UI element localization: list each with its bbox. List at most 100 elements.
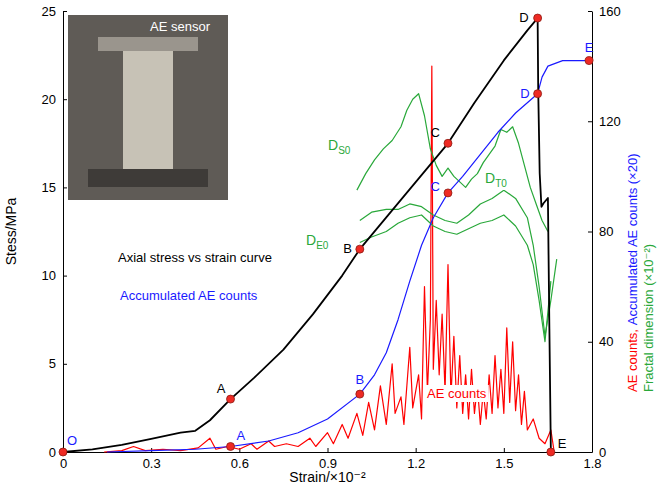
tick-label: 120 [599, 114, 621, 129]
tick: 1.2 [407, 448, 425, 471]
point-label: B [343, 241, 352, 256]
tick-mark [63, 276, 67, 277]
tick-mark [588, 232, 592, 233]
label-patch [425, 385, 489, 402]
tick: 20 [42, 92, 67, 107]
axis-line [64, 452, 593, 453]
tick-mark [588, 121, 592, 122]
tick-label: 0 [599, 445, 606, 460]
tick: 15 [42, 180, 67, 195]
tick-label: 0 [49, 445, 56, 460]
point-label: O [67, 433, 77, 448]
inset-base [88, 169, 208, 187]
series-label: DS0 [328, 137, 351, 156]
plot-area [59, 14, 593, 456]
point-label: D [520, 86, 529, 101]
inset-platen [98, 37, 198, 51]
series-line [107, 61, 592, 452]
series-line [360, 190, 557, 336]
series-label: DT0 [485, 170, 507, 189]
tick-label: 15 [42, 180, 56, 195]
key-point [227, 395, 235, 403]
tick-label: 0.3 [143, 456, 161, 471]
point-label: D [519, 10, 528, 25]
point-label: E [585, 40, 594, 55]
axis-line [63, 12, 64, 453]
tick: 120 [588, 114, 621, 129]
tick: 0 [588, 445, 606, 460]
tick-label: 1.5 [495, 456, 513, 471]
series-line [357, 94, 548, 232]
tick-mark [504, 448, 505, 452]
tick-label: 160 [599, 4, 621, 19]
y-axis-title: Stess/MPa [3, 197, 19, 265]
tick-mark [588, 11, 592, 12]
y2-axis-title: Fractal dimension (×10⁻²) [641, 244, 656, 392]
label-patch [326, 136, 353, 157]
point-label: C [431, 179, 440, 194]
key-point [227, 442, 235, 450]
label-patch [483, 169, 509, 190]
tick-mark [328, 448, 329, 452]
tick: 0.9 [319, 448, 337, 471]
key-point [585, 57, 593, 65]
tick-mark [416, 448, 417, 452]
label-patch [118, 287, 260, 304]
key-point [356, 390, 364, 398]
series-label: DE0 [306, 232, 329, 251]
tick-label: 1.2 [407, 456, 425, 471]
tick: 25 [42, 4, 67, 19]
series-label: AE counts [427, 386, 487, 401]
key-point [59, 448, 67, 456]
tick-mark [588, 342, 592, 343]
tick: 0.3 [143, 448, 161, 471]
tick-label: 40 [599, 334, 613, 349]
label-patch [116, 249, 274, 266]
tick-label: 0 [60, 456, 67, 471]
tick-mark [63, 364, 67, 365]
key-point [547, 448, 555, 456]
inset-specimen [123, 51, 173, 169]
key-point [444, 189, 452, 197]
tick-mark [63, 99, 67, 100]
tick: 0.6 [231, 448, 249, 471]
tick: 80 [588, 224, 613, 239]
point-label: E [558, 436, 567, 451]
tick-label: 5 [49, 356, 56, 371]
tick: 1.5 [495, 448, 513, 471]
key-point [444, 139, 452, 147]
y2-axis-title-part: Fractal dimension (×10⁻²) [641, 244, 656, 392]
label-patch [304, 231, 331, 252]
point-label: B [355, 372, 364, 387]
tick: 160 [588, 4, 621, 19]
point-label: C [431, 125, 440, 140]
y2-axis-title-part: AE counts, [625, 329, 640, 392]
y2-axis: 0 40 80 120 160 [588, 4, 621, 460]
tick-label: 20 [42, 92, 56, 107]
chart: AE sensor00.30.60.91.21.51.8051015202504… [0, 0, 668, 489]
series-line [360, 215, 551, 342]
tick-mark [588, 452, 592, 453]
inset-photo: AE sensor [68, 15, 228, 200]
tick: 0 [60, 448, 67, 471]
series-line [63, 18, 551, 452]
annotation: AE sensor [150, 19, 211, 34]
tick: 5 [49, 356, 67, 371]
tick-mark [63, 11, 67, 12]
series-label: Axial stress vs strain curve [118, 250, 272, 265]
y-axis: 0 5 10 15 20 25 [42, 4, 67, 460]
inset-background [68, 15, 228, 200]
x-axis-title: Strain/×10⁻² [289, 469, 366, 485]
axis-line [592, 12, 593, 453]
tick: 40 [588, 334, 613, 349]
labels: ABCDEOABCDEAxial stress vs strain curveA… [67, 10, 594, 451]
tick-label: 10 [42, 268, 56, 283]
tick-mark [63, 187, 67, 188]
series-label: Accumulated AE counts [120, 288, 258, 303]
tick-label: 80 [599, 224, 613, 239]
tick: 0 [49, 445, 67, 460]
key-point [534, 14, 542, 22]
tick-label: 0.6 [231, 456, 249, 471]
y2-axis-title: AE counts,Accumulated AE counts (×20) [625, 154, 640, 393]
tick: 10 [42, 268, 67, 283]
